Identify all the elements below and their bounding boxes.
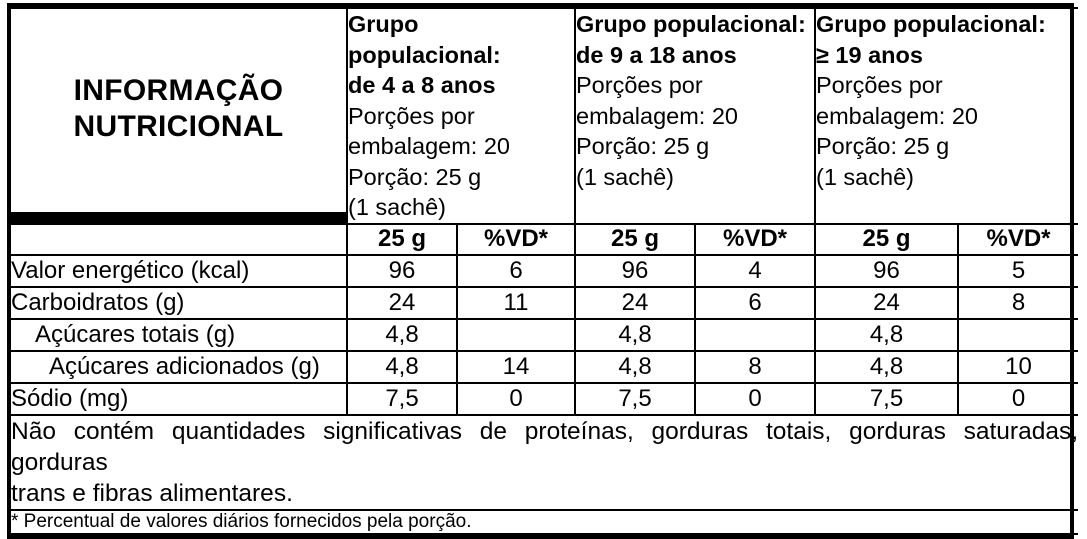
row-label: Sódio (mg) [11, 381, 348, 416]
nutrition-label: INFORMAÇÃO NUTRICIONAL Grupo populaciona… [7, 3, 1078, 539]
group-servings-line2: embalagem: 20 [348, 133, 510, 159]
value-cell: 0 [957, 381, 1078, 416]
value-cell [694, 317, 816, 352]
title-line1: INFORMAÇÃO [73, 73, 284, 107]
label-title-cell: INFORMAÇÃO NUTRICIONAL [11, 7, 348, 225]
group-portion-line: Porção: 25 g [576, 133, 710, 159]
value-cell: 96 [574, 253, 696, 288]
value-cell: 7,5 [814, 381, 959, 416]
value-cell: 6 [456, 253, 576, 288]
group-header-9-18-anos: Grupo populacional: de 9 a 18 anos Porçõ… [574, 7, 816, 225]
group-servings-line1: Porções por [816, 72, 943, 98]
value-cell: 10 [957, 349, 1078, 384]
group-name-line2: de 9 a 18 anos [576, 41, 737, 68]
header-row: INFORMAÇÃO NUTRICIONAL Grupo populaciona… [11, 7, 1078, 225]
footnote-row: * Percentual de valores diários fornecid… [11, 508, 1078, 535]
value-cell: 8 [957, 285, 1078, 320]
col-header-percent-g1: %VD* [456, 222, 576, 256]
table-row-valor-energetico: Valor energético (kcal) 96 6 96 4 96 5 [11, 253, 1078, 288]
group-name-line2: ≥ 19 anos [816, 41, 923, 68]
title-divider-bar [11, 211, 346, 223]
group-name-line1: Grupo populacional: [576, 11, 806, 37]
group-servings-line1: Porções por [348, 102, 475, 129]
nutrition-table: INFORMAÇÃO NUTRICIONAL Grupo populaciona… [11, 7, 1078, 535]
value-cell: 24 [346, 285, 458, 320]
row-label: Valor energético (kcal) [11, 253, 348, 288]
value-cell [456, 317, 576, 352]
value-cell: 24 [814, 285, 959, 320]
col-header-amount-g1: 25 g [346, 222, 458, 256]
table-row-carboidratos: Carboidratos (g) 24 11 24 6 24 8 [11, 285, 1078, 320]
group-name-line1: Grupo populacional: [816, 11, 1046, 37]
value-cell: 7,5 [346, 381, 458, 416]
group-name-line2: de 4 a 8 anos [348, 72, 496, 98]
disclaimer-row: Não contém quantidades significativas de… [11, 413, 1078, 511]
value-cell: 4,8 [574, 349, 696, 384]
table-row-acucares-totais: Açúcares totais (g) 4,8 4,8 4,8 [11, 317, 1078, 352]
value-cell: 96 [346, 253, 458, 288]
group-portion-line: Porção: 25 g [816, 133, 950, 159]
value-cell: 4,8 [814, 349, 959, 384]
value-cell [957, 317, 1078, 352]
row-label: Açúcares adicionados (g) [11, 349, 348, 384]
value-cell: 6 [694, 285, 816, 320]
disclaimer-line2: trans e fibras alimentares. [11, 479, 293, 507]
title-line2: NUTRICIONAL [73, 109, 284, 143]
value-cell: 0 [694, 381, 816, 416]
col-header-percent-g3: %VD* [957, 222, 1078, 256]
col-header-percent-g2: %VD* [694, 222, 816, 256]
row-label: Carboidratos (g) [11, 285, 348, 320]
col-header-amount-g2: 25 g [574, 222, 696, 256]
value-cell: 7,5 [574, 381, 696, 416]
row-label: Açúcares totais (g) [11, 317, 348, 352]
group-servings-line2: embalagem: 20 [576, 102, 738, 129]
value-cell: 4 [694, 253, 816, 288]
footnote-text: * Percentual de valores diários fornecid… [11, 508, 1078, 535]
value-cell: 24 [574, 285, 696, 320]
table-row-sodio: Sódio (mg) 7,5 0 7,5 0 7,5 0 [11, 381, 1078, 416]
group-servings-line1: Porções por [576, 72, 703, 98]
group-portion-line: Porção: 25 g [348, 163, 482, 190]
value-cell: 0 [456, 381, 576, 416]
group-servings-line2: embalagem: 20 [816, 102, 978, 129]
disclaimer-line1: Não contém quantidades significativas de… [11, 417, 1078, 476]
group-sachet-line: (1 sachê) [816, 163, 914, 190]
value-cell: 4,8 [346, 317, 458, 352]
page-title: INFORMAÇÃO NUTRICIONAL [11, 73, 346, 159]
group-sachet-line: (1 sachê) [348, 194, 446, 220]
disclaimer-text: Não contém quantidades significativas de… [11, 413, 1078, 511]
value-cell: 4,8 [574, 317, 696, 352]
value-cell: 14 [456, 349, 576, 384]
group-header-19-anos: Grupo populacional: ≥ 19 anos Porções po… [814, 7, 1078, 225]
group-name-line1: Grupo populacional: [348, 11, 501, 68]
value-cell: 4,8 [814, 317, 959, 352]
group-sachet-line: (1 sachê) [576, 163, 674, 190]
value-cell: 8 [694, 349, 816, 384]
col-header-amount-g3: 25 g [814, 222, 959, 256]
value-cell: 4,8 [346, 349, 458, 384]
row-label-header-empty [11, 222, 348, 256]
column-header-row: 25 g %VD* 25 g %VD* 25 g %VD* [11, 222, 1078, 256]
group-header-4-8-anos: Grupo populacional: de 4 a 8 anos Porçõe… [346, 7, 576, 225]
table-row-acucares-adicionados: Açúcares adicionados (g) 4,8 14 4,8 8 4,… [11, 349, 1078, 384]
value-cell: 96 [814, 253, 959, 288]
value-cell: 5 [957, 253, 1078, 288]
value-cell: 11 [456, 285, 576, 320]
